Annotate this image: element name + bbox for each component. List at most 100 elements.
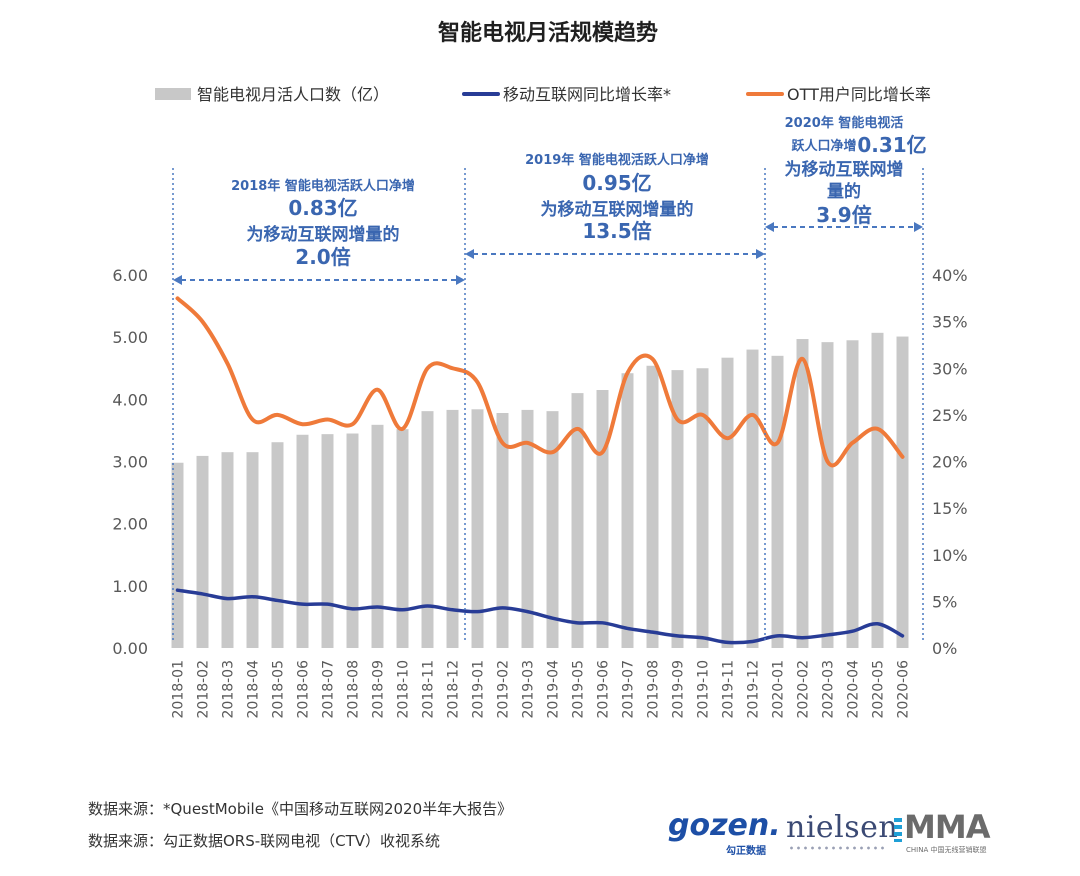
bar-2018-07 <box>321 434 334 648</box>
bar-2018-03 <box>221 452 234 648</box>
annotation-text: 0.83亿 <box>288 196 357 220</box>
y-left-tick-label: 5.00 <box>112 328 148 347</box>
bar-2019-05 <box>571 393 584 648</box>
x-tick-label: 2018-01 <box>171 660 187 719</box>
line-series <box>175 296 905 645</box>
bar-2019-06 <box>596 390 609 648</box>
annotation-text: 13.5倍 <box>582 219 651 243</box>
x-tick-label: 2018-05 <box>271 660 287 719</box>
x-tick-label: 2018-08 <box>346 660 362 719</box>
x-tick-label: 2018-03 <box>221 660 237 719</box>
mma-logo: MMA <box>904 808 990 846</box>
annotation-text: 量的 <box>827 181 861 202</box>
x-tick-label: 2018-09 <box>371 660 387 719</box>
x-tick-label: 2018-02 <box>196 660 212 719</box>
arrow-head-left <box>465 249 474 259</box>
bar-2020-01 <box>771 355 784 648</box>
arrow-head-right <box>914 222 923 232</box>
chart-title: 智能电视月活规模趋势 <box>438 20 658 46</box>
arrow-head-left <box>173 275 182 285</box>
arrow-head-left <box>765 222 774 232</box>
bar-2019-09 <box>671 370 684 648</box>
y-right-tick-label: 0% <box>932 639 957 658</box>
x-tick-label: 2020-05 <box>871 660 887 719</box>
x-tick-label: 2018-11 <box>421 660 437 719</box>
x-tick-label: 2019-09 <box>671 660 687 719</box>
bar-series <box>171 332 909 648</box>
mobile-internet-growth-line <box>175 588 905 645</box>
annotation-text: 跃人口净增 <box>791 138 856 154</box>
bar-2018-12 <box>446 409 459 648</box>
logo-strip: gozen. 勾正数据 nielsen MMA CHINA 中国无线营销联盟 <box>668 808 1008 858</box>
annotation-text: 2.0倍 <box>295 245 350 269</box>
x-tick-label: 2020-03 <box>821 660 837 719</box>
x-tick-label: 2018-06 <box>296 660 312 719</box>
bar-2018-08 <box>346 433 359 648</box>
source-note-gozen: 数据来源：勾正数据ORS-联网电视（CTV）收视系统 <box>88 832 441 850</box>
bar-2019-01 <box>471 409 484 648</box>
bar-2020-04 <box>846 340 859 648</box>
bar-2018-09 <box>371 424 384 648</box>
bar-2018-10 <box>396 429 409 648</box>
bar-2018-01 <box>171 462 184 648</box>
x-tick-label: 2019-08 <box>646 660 662 719</box>
x-tick-label: 2018-12 <box>446 660 462 719</box>
x-tick-label: 2018-07 <box>321 660 337 719</box>
y-left-tick-label: 6.00 <box>112 266 148 285</box>
bar-2019-07 <box>621 373 634 648</box>
mma-logo-bars <box>894 818 902 842</box>
annotation-text: 为移动互联网增量的 <box>541 199 694 220</box>
bar-2020-06 <box>896 336 909 648</box>
bar-2020-02 <box>796 339 809 648</box>
source-note-questmobile: 数据来源：*QuestMobile《中国移动互联网2020半年大报告》 <box>88 800 513 818</box>
annotation-text: 3.9倍 <box>816 203 871 227</box>
bar-2020-03 <box>821 342 834 648</box>
bar-2018-04 <box>246 452 259 648</box>
bar-2019-08 <box>646 365 659 648</box>
legend: 智能电视月活人口数（亿） 移动互联网同比增长率* OTT用户同比增长率 <box>155 85 931 104</box>
y-axis-left: 0.00 1.00 2.00 3.00 4.00 5.00 6.00 <box>112 266 148 658</box>
y-right-tick-label: 20% <box>932 453 968 472</box>
y-left-tick-label: 1.00 <box>112 577 148 596</box>
x-tick-label: 2019-05 <box>571 660 587 719</box>
y-left-tick-label: 2.00 <box>112 515 148 534</box>
bar-2019-11 <box>721 357 734 648</box>
mma-logo-subtitle: CHINA 中国无线营销联盟 <box>906 846 987 854</box>
nielsen-logo: nielsen <box>786 810 899 845</box>
bar-2019-02 <box>496 413 509 648</box>
annotations: 2018年 智能电视活跃人口净增0.83亿为移动互联网增量的2.0倍2019年 … <box>172 115 927 640</box>
y-right-tick-label: 40% <box>932 266 968 285</box>
y-right-tick-label: 10% <box>932 546 968 565</box>
y-right-tick-label: 25% <box>932 406 968 425</box>
arrow-head-right <box>756 249 765 259</box>
legend-label-bar: 智能电视月活人口数（亿） <box>197 85 389 104</box>
gozen-logo-subtitle: 勾正数据 <box>726 846 766 857</box>
x-tick-label: 2019-11 <box>721 660 737 719</box>
x-tick-label: 2020-04 <box>846 660 862 719</box>
x-axis: 2018-01 2018-02 2018-03 2018-04 2018-05 2018-… <box>171 660 912 719</box>
x-tick-label: 2019-03 <box>521 660 537 719</box>
y-left-tick-label: 4.00 <box>112 390 148 409</box>
legend-label-ott: OTT用户同比增长率 <box>787 85 931 104</box>
bar-2020-05 <box>871 332 884 648</box>
x-tick-label: 2019-01 <box>471 660 487 719</box>
y-left-tick-label: 3.00 <box>112 453 148 472</box>
annotation-text: 2018年 智能电视活跃人口净增 <box>231 178 415 194</box>
annotation-text: 0.95亿 <box>582 171 651 195</box>
y-right-tick-label: 30% <box>932 359 968 378</box>
x-tick-label: 2020-01 <box>771 660 787 719</box>
ott-growth-line <box>175 296 905 468</box>
x-tick-label: 2019-02 <box>496 660 512 719</box>
legend-label-mobile: 移动互联网同比增长率* <box>503 85 671 104</box>
annotation-text: 为移动互联网增 <box>785 159 904 180</box>
legend-swatch-bar <box>155 88 191 100</box>
bar-2019-03 <box>521 409 534 648</box>
bar-2018-02 <box>196 455 209 648</box>
annotation-text: 0.31亿 <box>857 133 926 157</box>
gozen-logo: gozen. <box>668 808 781 843</box>
x-tick-label: 2018-10 <box>396 660 412 719</box>
x-tick-label: 2019-06 <box>596 660 612 719</box>
y-axis-right: 0% 5% 10% 15% 20% 25% 30% 35% 40% <box>932 266 968 658</box>
annotation-text: 为移动互联网增量的 <box>247 224 400 245</box>
x-tick-label: 2019-10 <box>696 660 712 719</box>
